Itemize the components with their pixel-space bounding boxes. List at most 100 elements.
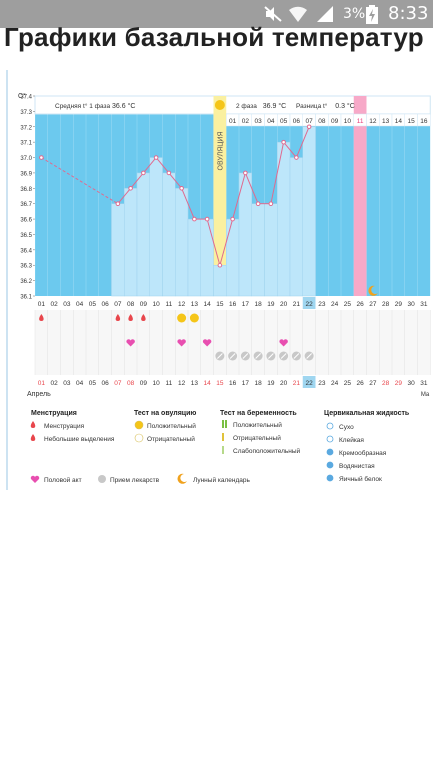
legend-pregnancy-item: Положительный xyxy=(233,421,282,429)
temperature-point[interactable] xyxy=(39,155,44,160)
top-day-label: 09 xyxy=(331,118,339,125)
temperature-point[interactable] xyxy=(179,186,184,191)
bottom-day-label: 19 xyxy=(267,380,275,387)
diff-value: 0.3 °C xyxy=(335,102,355,110)
bottom-day-label: 29 xyxy=(395,380,403,387)
temperature-point[interactable] xyxy=(141,170,146,176)
y-tick-label: 36.9 xyxy=(20,171,32,177)
top-day-label: 08 xyxy=(318,118,326,125)
intercourse-heart-icon[interactable] xyxy=(126,339,135,347)
bottom-day-label: 18 xyxy=(255,380,263,387)
legend-pregnancy-icon xyxy=(222,446,224,454)
bottom-day-label: 15 xyxy=(216,380,224,387)
bottom-day-label: 07 xyxy=(114,380,122,387)
wifi-icon xyxy=(289,6,307,22)
events-area xyxy=(35,310,431,375)
battery-percent: 3% xyxy=(343,6,366,22)
temperature-point[interactable] xyxy=(166,170,172,176)
bottom-day-label: 24 xyxy=(331,380,339,387)
temperature-point[interactable] xyxy=(230,216,235,222)
top-day-label: 14 xyxy=(395,118,403,125)
ovulation-positive-icon[interactable] xyxy=(189,313,199,323)
bottom-day-label: 22 xyxy=(306,380,314,387)
legend-menstruation-item: Небольшие выделения xyxy=(44,435,115,443)
legend-drop-icon xyxy=(30,421,36,428)
legend-pregnancy-item: Отрицательный xyxy=(233,434,281,442)
day-label: 24 xyxy=(331,301,339,308)
medication-icon-stroke xyxy=(229,353,236,359)
temperature-point[interactable] xyxy=(217,262,223,268)
status-time: 8:33 xyxy=(388,3,429,24)
legend-pregnancy-item: Слабоположительный xyxy=(233,447,301,455)
temperature-point[interactable] xyxy=(115,201,121,206)
day-label: 11 xyxy=(166,301,173,308)
temperature-line-segment xyxy=(155,157,170,174)
temperature-point[interactable] xyxy=(268,201,274,206)
top-day-label: 15 xyxy=(408,118,416,125)
temperature-bar xyxy=(124,188,138,297)
today-cell-bottom xyxy=(302,376,316,388)
menstruation-drop-icon[interactable] xyxy=(39,314,44,321)
day-label: 04 xyxy=(76,301,84,308)
bbt-chart-frame: C° 36.1 36.2 36.3 36.4 36.5 36.6 36.7 36.8 36.9 37… xyxy=(6,70,433,490)
temperature-point[interactable] xyxy=(204,216,210,222)
bottom-day-label: 30 xyxy=(408,380,416,387)
legend-moon-label: Лунный календарь xyxy=(193,476,250,484)
temperature-line-segment xyxy=(206,218,221,266)
bottom-day-label: 01 xyxy=(38,380,46,387)
legend-medication-label: Прием лекарств xyxy=(110,477,160,484)
bottom-day-label: 26 xyxy=(357,380,365,387)
y-axis-label: C° xyxy=(18,92,26,100)
y-tick-label: 37.4 xyxy=(20,95,32,101)
day-label: 06 xyxy=(102,301,110,308)
day-label: 25 xyxy=(344,301,352,308)
moon-calendar-icon[interactable] xyxy=(368,285,378,296)
temperature-point[interactable] xyxy=(306,124,312,130)
day-label: 28 xyxy=(382,301,390,308)
top-day-label: 06 xyxy=(293,118,301,125)
bottom-day-label: 20 xyxy=(280,380,288,387)
temperature-point[interactable] xyxy=(255,201,261,206)
medication-icon-stroke xyxy=(280,353,287,359)
temperature-bar xyxy=(136,172,150,297)
temperature-point[interactable] xyxy=(192,216,197,222)
pink-day-band xyxy=(353,96,367,296)
medication-icon-stroke xyxy=(306,353,312,359)
intercourse-heart-icon[interactable] xyxy=(202,339,212,347)
intercourse-heart-icon[interactable] xyxy=(279,339,288,347)
top-day-label: 12 xyxy=(369,118,377,125)
temperature-bar xyxy=(289,157,303,297)
temperature-line-segment xyxy=(283,141,297,158)
menstruation-drop-icon[interactable] xyxy=(141,314,146,321)
intercourse-heart-icon[interactable] xyxy=(177,339,186,347)
temperature-point[interactable] xyxy=(128,186,133,191)
bottom-day-label: 05 xyxy=(89,380,97,387)
temperature-bar xyxy=(238,172,252,297)
legend-pregnancy-icon xyxy=(225,420,227,428)
temperature-point[interactable] xyxy=(294,155,299,160)
menstruation-drop-icon[interactable] xyxy=(128,314,133,321)
menstruation-drop-icon[interactable] xyxy=(115,314,121,321)
day-label: 13 xyxy=(191,301,199,308)
temperature-line-segment xyxy=(130,172,144,189)
top-day-label: 01 xyxy=(229,118,237,125)
temperature-point[interactable] xyxy=(153,155,159,160)
top-day-label: 10 xyxy=(344,118,352,125)
bottom-day-label: 14 xyxy=(204,380,212,387)
y-tick-label: 36.5 xyxy=(20,233,32,239)
legend-ovulation-title: Тест на овуляцию xyxy=(134,410,196,417)
day-label: 02 xyxy=(51,301,59,308)
temperature-point[interactable] xyxy=(281,139,286,145)
legend-ovulation-item: Отрицательный xyxy=(147,435,195,443)
bottom-day-label: 09 xyxy=(140,380,148,387)
temperature-bar xyxy=(111,203,125,297)
legend-intercourse-label: Половой акт xyxy=(44,476,82,484)
legend-cervical-icon xyxy=(326,435,334,443)
day-label: 09 xyxy=(140,301,148,308)
temperature-line-segment xyxy=(142,157,157,174)
ovulation-positive-icon[interactable] xyxy=(177,313,187,323)
temperature-bar xyxy=(187,218,201,297)
temperature-point[interactable] xyxy=(243,170,248,176)
bottom-day-label: 31 xyxy=(420,380,428,387)
top-day-label: 03 xyxy=(255,118,263,125)
